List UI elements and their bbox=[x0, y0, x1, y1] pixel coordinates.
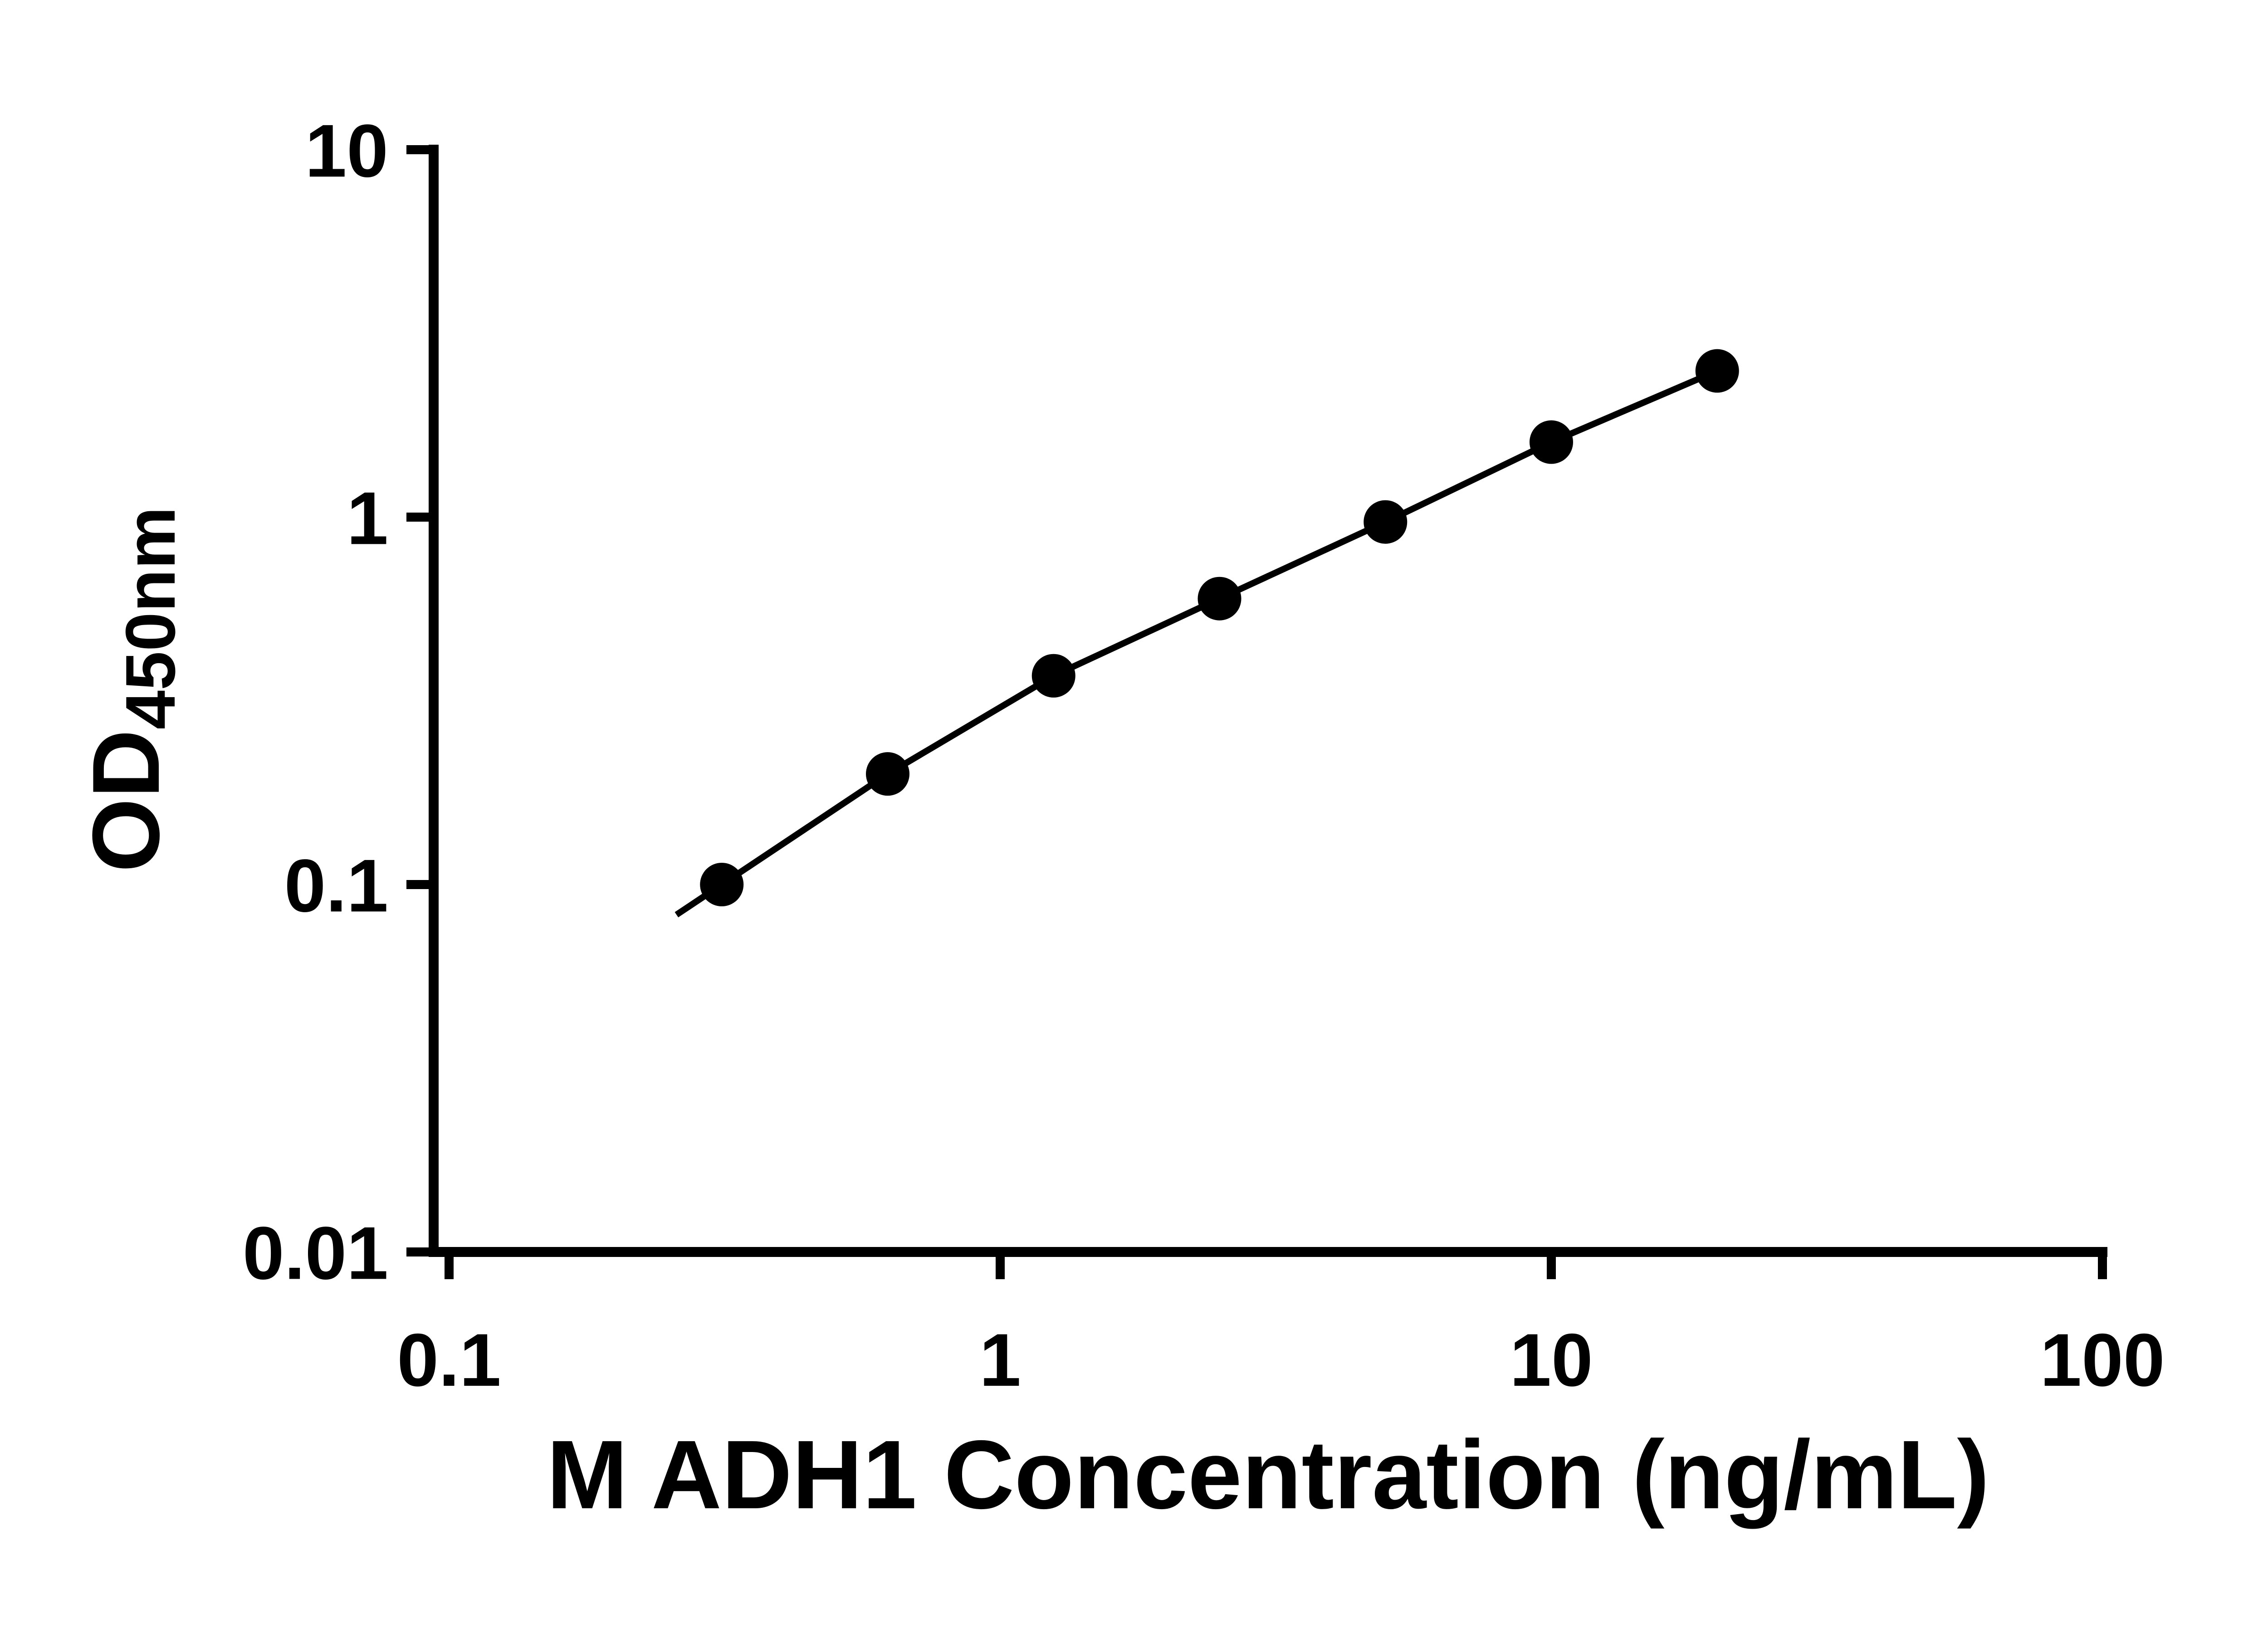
data-point-marker bbox=[1364, 500, 1408, 544]
axes-lines bbox=[429, 145, 2107, 1257]
x-tick-label: 100 bbox=[2040, 1318, 2165, 1402]
data-point-marker bbox=[1198, 577, 1242, 621]
y-tick-label: 0.01 bbox=[243, 1211, 388, 1295]
data-point-marker bbox=[1031, 654, 1075, 698]
curve-line bbox=[675, 368, 1719, 918]
data-point-marker bbox=[865, 752, 909, 796]
x-tick-label: 1 bbox=[979, 1318, 1021, 1402]
y-tick-label: 1 bbox=[347, 476, 388, 560]
x-tick-label: 10 bbox=[1510, 1318, 1593, 1402]
data-point-marker bbox=[700, 863, 744, 906]
x-tick-label: 0.1 bbox=[397, 1318, 501, 1402]
y-tick-label: 0.1 bbox=[284, 844, 388, 927]
y-axis-title: OD450nm bbox=[73, 507, 190, 872]
data-point-marker bbox=[1695, 349, 1739, 393]
y-tick-label: 10 bbox=[305, 109, 388, 192]
data-point-marker bbox=[1530, 420, 1573, 464]
x-axis-title: M ADH1 Concentration (ng/mL) bbox=[547, 1420, 1989, 1529]
